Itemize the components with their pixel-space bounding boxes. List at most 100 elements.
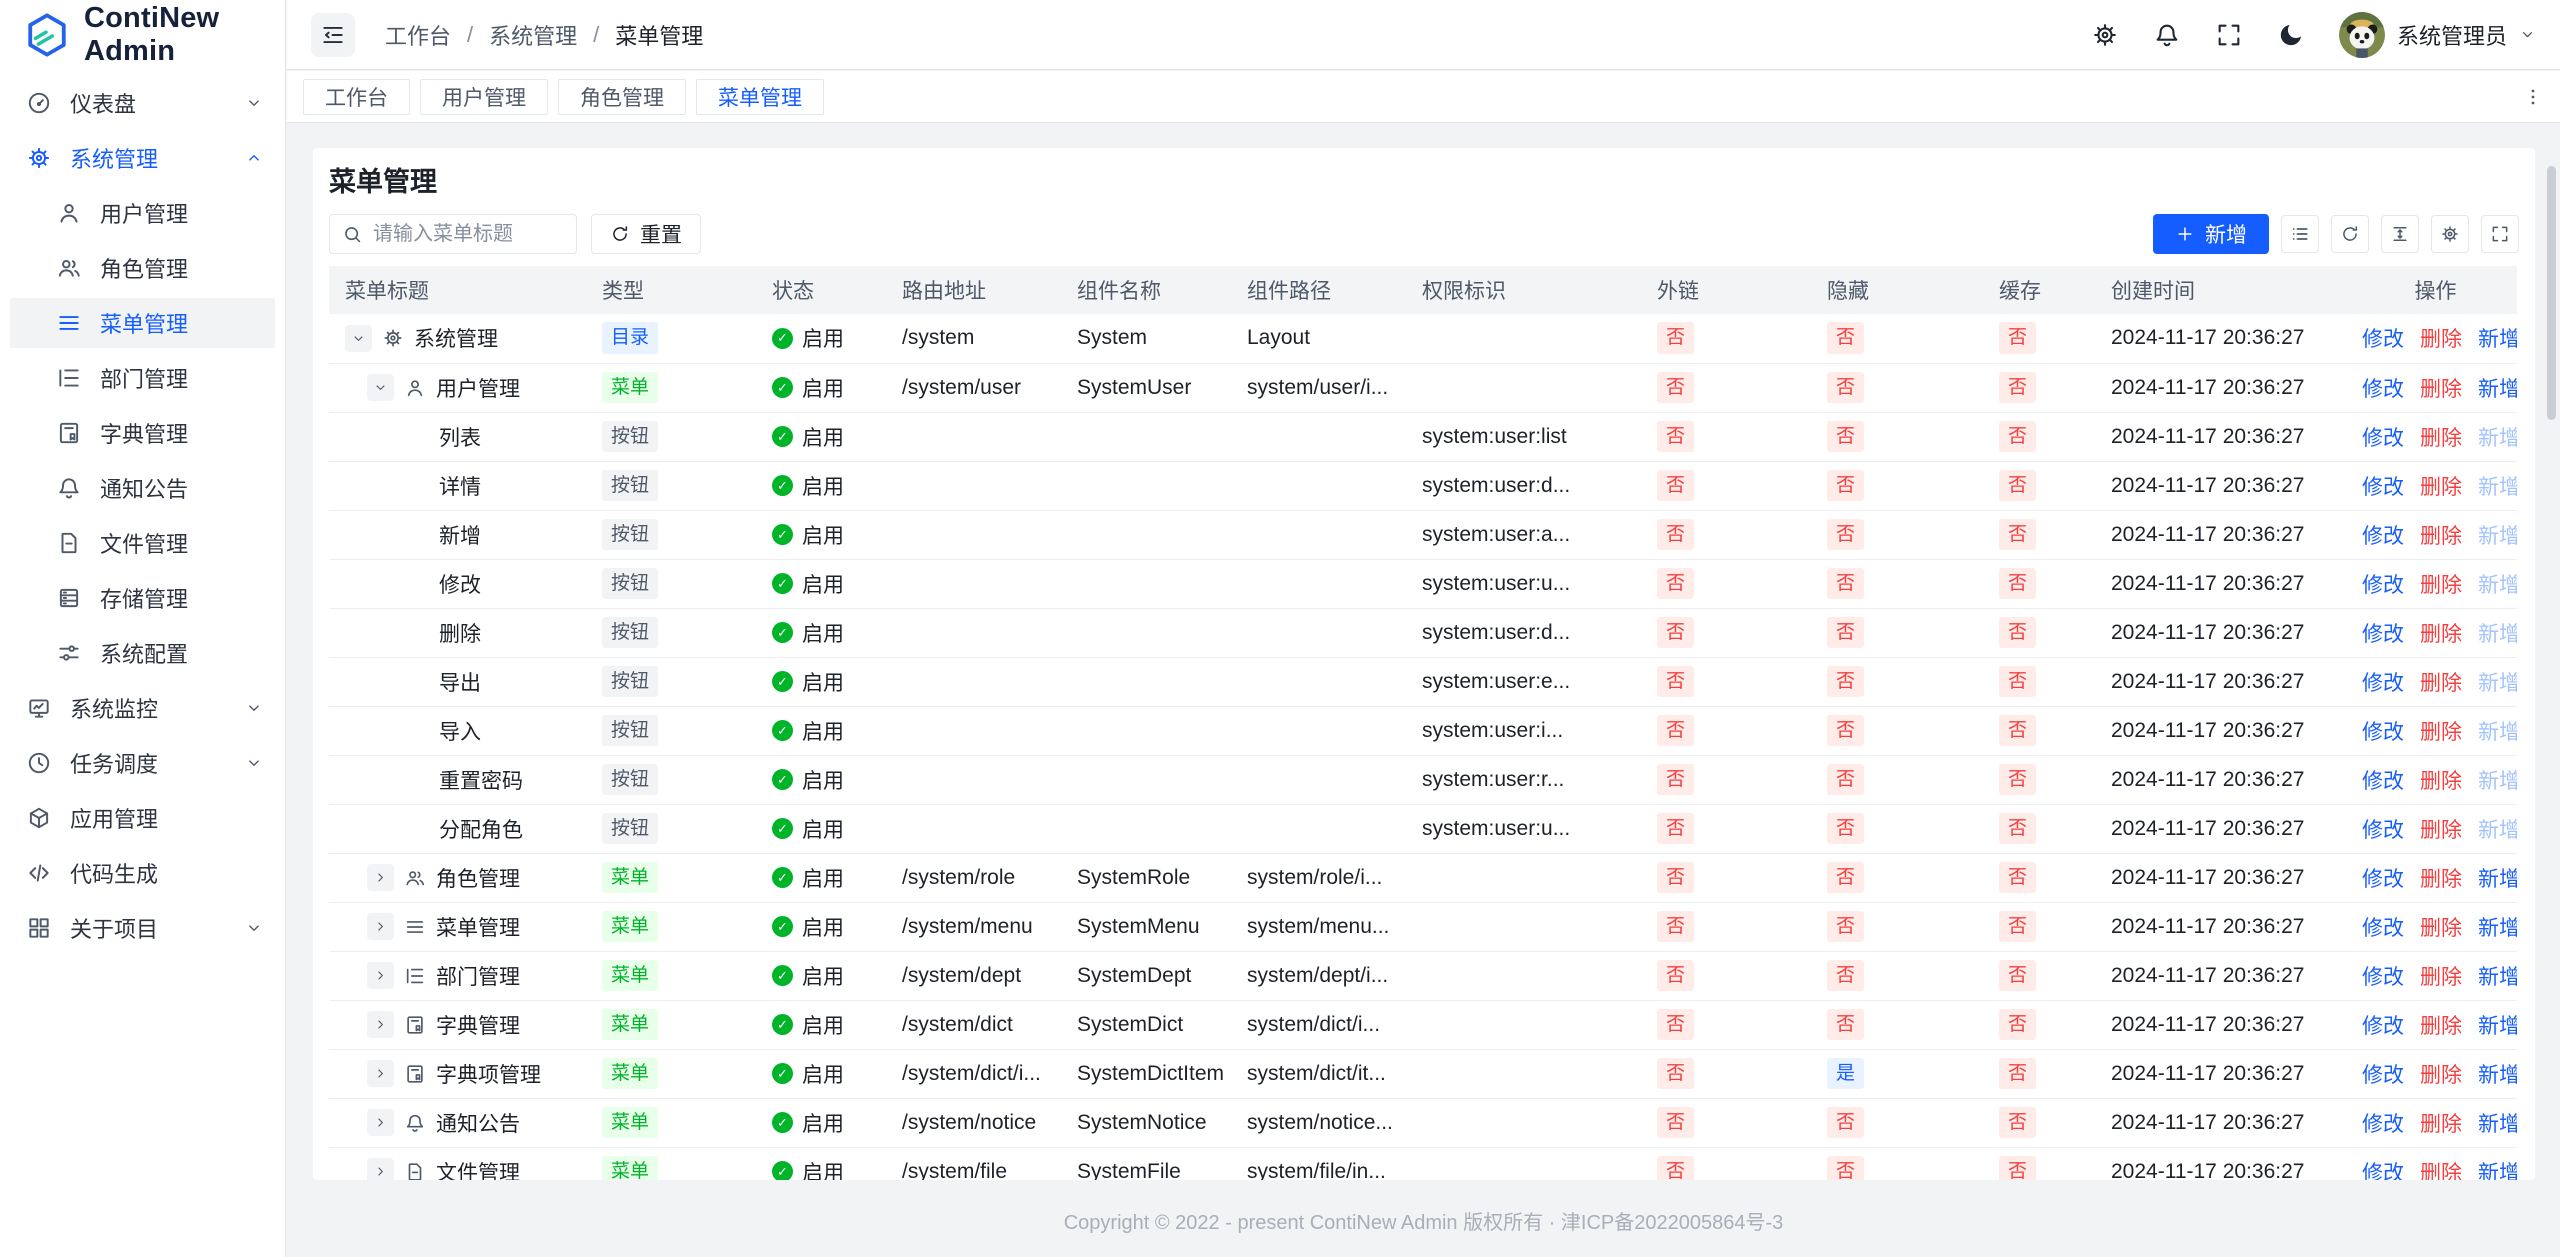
dark-mode-moon-icon[interactable]	[2277, 21, 2305, 49]
op-delete[interactable]: 删除	[2420, 671, 2462, 695]
badge: 否	[1657, 812, 1695, 845]
op-edit[interactable]: 修改	[2362, 328, 2404, 352]
op-add[interactable]: 新增	[2478, 1161, 2517, 1181]
sidebar-collapse-button[interactable]	[311, 12, 355, 57]
op-delete[interactable]: 删除	[2420, 622, 2462, 646]
sidebar-item-部门管理[interactable]: 部门管理	[10, 353, 275, 403]
op-edit[interactable]: 修改	[2362, 426, 2404, 450]
op-add[interactable]: 新增	[2478, 916, 2517, 940]
op-edit[interactable]: 修改	[2362, 1063, 2404, 1087]
op-edit[interactable]: 修改	[2362, 1112, 2404, 1136]
op-edit[interactable]: 修改	[2362, 573, 2404, 597]
scrollbar-thumb[interactable]	[2547, 166, 2556, 420]
op-edit[interactable]: 修改	[2362, 1161, 2404, 1181]
notifications-bell-icon[interactable]	[2153, 21, 2181, 49]
op-edit[interactable]: 修改	[2362, 622, 2404, 646]
row-expand-toggle[interactable]	[367, 1011, 394, 1038]
op-edit[interactable]: 修改	[2362, 769, 2404, 793]
sidebar-item-关于项目[interactable]: 关于项目	[10, 903, 275, 953]
op-add[interactable]: 新增	[2478, 1063, 2517, 1087]
row-expand-toggle[interactable]	[345, 324, 372, 352]
sidebar-item-应用管理[interactable]: 应用管理	[10, 793, 275, 843]
column-settings-button[interactable]	[2431, 215, 2469, 253]
op-edit[interactable]: 修改	[2362, 818, 2404, 842]
op-edit[interactable]: 修改	[2362, 377, 2404, 401]
op-edit[interactable]: 修改	[2362, 1014, 2404, 1038]
row-expand-toggle[interactable]	[367, 1158, 394, 1180]
component-cell	[1069, 510, 1239, 560]
op-delete[interactable]: 删除	[2420, 1161, 2462, 1181]
op-delete[interactable]: 删除	[2420, 524, 2462, 548]
op-edit[interactable]: 修改	[2362, 524, 2404, 548]
row-height-button[interactable]	[2381, 215, 2419, 253]
op-delete[interactable]: 删除	[2420, 573, 2462, 597]
row-expand-toggle[interactable]	[367, 1109, 394, 1136]
op-delete[interactable]: 删除	[2420, 1112, 2462, 1136]
reset-button[interactable]: 重置	[591, 214, 701, 254]
op-delete[interactable]: 删除	[2420, 769, 2462, 793]
table-refresh-button[interactable]	[2331, 215, 2369, 253]
op-add[interactable]: 新增	[2478, 328, 2517, 352]
op-delete[interactable]: 删除	[2420, 1014, 2462, 1038]
op-edit[interactable]: 修改	[2362, 965, 2404, 989]
sidebar-item-字典管理[interactable]: 字典管理	[10, 408, 275, 458]
op-delete[interactable]: 删除	[2420, 720, 2462, 744]
tab-角色管理[interactable]: 角色管理	[558, 78, 686, 115]
sidebar-item-任务调度[interactable]: 任务调度	[10, 738, 275, 788]
breadcrumb-item[interactable]: 系统管理	[489, 23, 578, 49]
op-edit[interactable]: 修改	[2362, 475, 2404, 499]
op-edit[interactable]: 修改	[2362, 671, 2404, 695]
op-edit[interactable]: 修改	[2362, 720, 2404, 744]
sidebar-item-代码生成[interactable]: 代码生成	[10, 848, 275, 898]
expand-list-button[interactable]	[2281, 215, 2319, 253]
sidebar-item-系统监控[interactable]: 系统监控	[10, 683, 275, 733]
op-delete[interactable]: 删除	[2420, 426, 2462, 450]
op-add[interactable]: 新增	[2478, 377, 2517, 401]
table-fullscreen-button[interactable]	[2481, 215, 2519, 253]
op-delete[interactable]: 删除	[2420, 328, 2462, 352]
op-add[interactable]: 新增	[2478, 1014, 2517, 1038]
row-expand-toggle[interactable]	[367, 913, 394, 940]
logo-row[interactable]: ContiNew Admin	[0, 0, 285, 70]
tab-more-icon[interactable]	[2522, 86, 2544, 108]
row-expand-toggle[interactable]	[367, 962, 394, 989]
sidebar-item-系统配置[interactable]: 系统配置	[10, 628, 275, 678]
add-button[interactable]: 新增	[2153, 214, 2269, 254]
component-cell: SystemFile	[1069, 1147, 1239, 1180]
tab-菜单管理[interactable]: 菜单管理	[696, 78, 824, 115]
row-expand-toggle[interactable]	[367, 1060, 394, 1087]
op-delete[interactable]: 删除	[2420, 818, 2462, 842]
sidebar-item-用户管理[interactable]: 用户管理	[10, 188, 275, 238]
op-add[interactable]: 新增	[2478, 965, 2517, 989]
op-delete[interactable]: 删除	[2420, 475, 2462, 499]
settings-icon[interactable]	[2091, 21, 2119, 49]
breadcrumb-item[interactable]: 工作台	[385, 23, 452, 49]
row-expand-toggle[interactable]	[367, 374, 394, 401]
op-delete[interactable]: 删除	[2420, 965, 2462, 989]
tab-用户管理[interactable]: 用户管理	[420, 78, 548, 115]
op-delete[interactable]: 删除	[2420, 867, 2462, 891]
fullscreen-icon[interactable]	[2215, 21, 2243, 49]
user-menu[interactable]: 系统管理员	[2338, 11, 2536, 58]
op-edit[interactable]: 修改	[2362, 867, 2404, 891]
sidebar-item-文件管理[interactable]: 文件管理	[10, 518, 275, 568]
sidebar-item-存储管理[interactable]: 存储管理	[10, 573, 275, 623]
tab-工作台[interactable]: 工作台	[303, 78, 410, 115]
op-delete[interactable]: 删除	[2420, 377, 2462, 401]
op-add[interactable]: 新增	[2478, 867, 2517, 891]
op-delete[interactable]: 删除	[2420, 916, 2462, 940]
sidebar-item-仪表盘[interactable]: 仪表盘	[10, 78, 275, 128]
sidebar-item-系统管理[interactable]: 系统管理	[10, 133, 275, 183]
sidebar-item-菜单管理[interactable]: 菜单管理	[10, 298, 275, 348]
sidebar-item-通知公告[interactable]: 通知公告	[10, 463, 275, 513]
menu-title: 详情	[439, 475, 481, 499]
route-cell	[894, 412, 1069, 462]
sidebar-item-label: 角色管理	[100, 257, 189, 282]
breadcrumb-item[interactable]: 菜单管理	[615, 23, 704, 49]
op-delete[interactable]: 删除	[2420, 1063, 2462, 1087]
op-edit[interactable]: 修改	[2362, 916, 2404, 940]
op-add[interactable]: 新增	[2478, 1112, 2517, 1136]
sidebar-item-角色管理[interactable]: 角色管理	[10, 243, 275, 293]
row-expand-toggle[interactable]	[367, 864, 394, 891]
search-input[interactable]	[373, 222, 564, 246]
